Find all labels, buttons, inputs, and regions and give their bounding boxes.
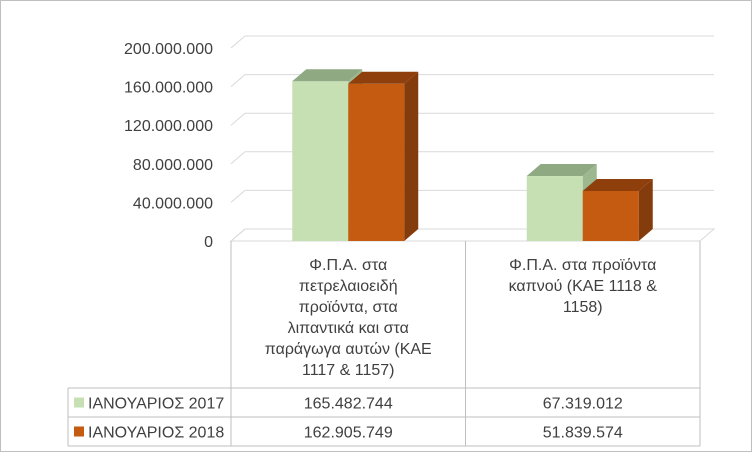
y-tick-label: 80.000.000	[133, 157, 213, 174]
bar-top	[526, 164, 597, 177]
gridline-depth	[230, 190, 246, 203]
bar-front	[348, 83, 405, 241]
series-name: ΙΑΝΟΥΑΡΙΟΣ 2017	[88, 396, 224, 413]
bar-top	[348, 71, 419, 84]
y-tick-label: 120.000.000	[124, 118, 213, 135]
bar	[348, 71, 419, 241]
bar	[582, 178, 653, 241]
legend-key	[74, 397, 84, 408]
bar-front	[582, 190, 639, 241]
category-label-line: καπνού (ΚΑΕ 1118 &	[509, 278, 658, 295]
category-label-line: λιπαντικά και στα	[288, 320, 409, 337]
category-label-line: 1117 & 1157)	[302, 362, 395, 379]
category-label: Φ.Π.Α. στα πετρελαιοειδή προϊόντα, στα λιπα…	[265, 257, 432, 379]
gridline-depth	[230, 228, 246, 242]
category-label-line: 1158)	[563, 299, 603, 316]
gridline-depth	[230, 112, 246, 126]
bar-top	[582, 178, 653, 191]
gridline-depth	[230, 35, 246, 49]
bar	[526, 164, 597, 241]
legend-key	[74, 426, 84, 437]
category-label-line: παράγωγα αυτών (ΚΑΕ	[265, 341, 432, 358]
category-label-line: Φ.Π.Α. στα	[309, 257, 387, 274]
y-tick-label: 200.000.000	[124, 41, 213, 58]
gridline-depth	[230, 151, 246, 165]
y-axis-ticks: 0 40.000.000 80.000.000 120.000.000 160.000.…	[124, 41, 213, 251]
bars	[292, 69, 653, 242]
category-label: Φ.Π.Α. στα προϊόντα καπνού (ΚΑΕ 1118 & 115…	[509, 257, 658, 316]
data-value: 165.482.744	[304, 396, 393, 413]
y-tick-label: 40.000.000	[133, 195, 213, 212]
series-name: ΙΑΝΟΥΑΡΙΟΣ 2018	[88, 425, 224, 442]
y-tick-label: 0	[204, 234, 213, 251]
data-value: 162.905.749	[304, 425, 393, 442]
y-tick-label: 160.000.000	[124, 80, 213, 97]
bar-side	[638, 178, 653, 241]
bar-front	[292, 81, 349, 242]
gridline-depth	[230, 74, 246, 87]
bar-front	[526, 176, 583, 241]
bar-top	[292, 69, 363, 82]
data-value: 51.839.574	[543, 425, 623, 442]
category-label-line: Φ.Π.Α. στα προϊόντα	[509, 257, 656, 274]
bar-side	[404, 71, 419, 241]
category-label-line: προϊόντα, στα	[299, 299, 398, 316]
data-value: 67.319.012	[543, 396, 623, 413]
data-table: Φ.Π.Α. στα πετρελαιοειδή προϊόντα, στα λιπα…	[67, 241, 701, 447]
category-label-line: πετρελαιοειδή	[299, 278, 398, 295]
